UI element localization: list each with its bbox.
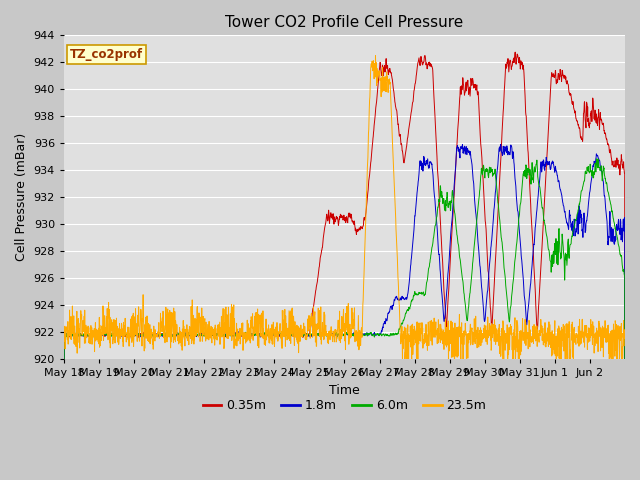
Title: Tower CO2 Profile Cell Pressure: Tower CO2 Profile Cell Pressure [225, 15, 463, 30]
Legend: 0.35m, 1.8m, 6.0m, 23.5m: 0.35m, 1.8m, 6.0m, 23.5m [198, 395, 492, 418]
Y-axis label: Cell Pressure (mBar): Cell Pressure (mBar) [15, 133, 28, 261]
Text: TZ_co2prof: TZ_co2prof [70, 48, 143, 61]
X-axis label: Time: Time [329, 384, 360, 396]
